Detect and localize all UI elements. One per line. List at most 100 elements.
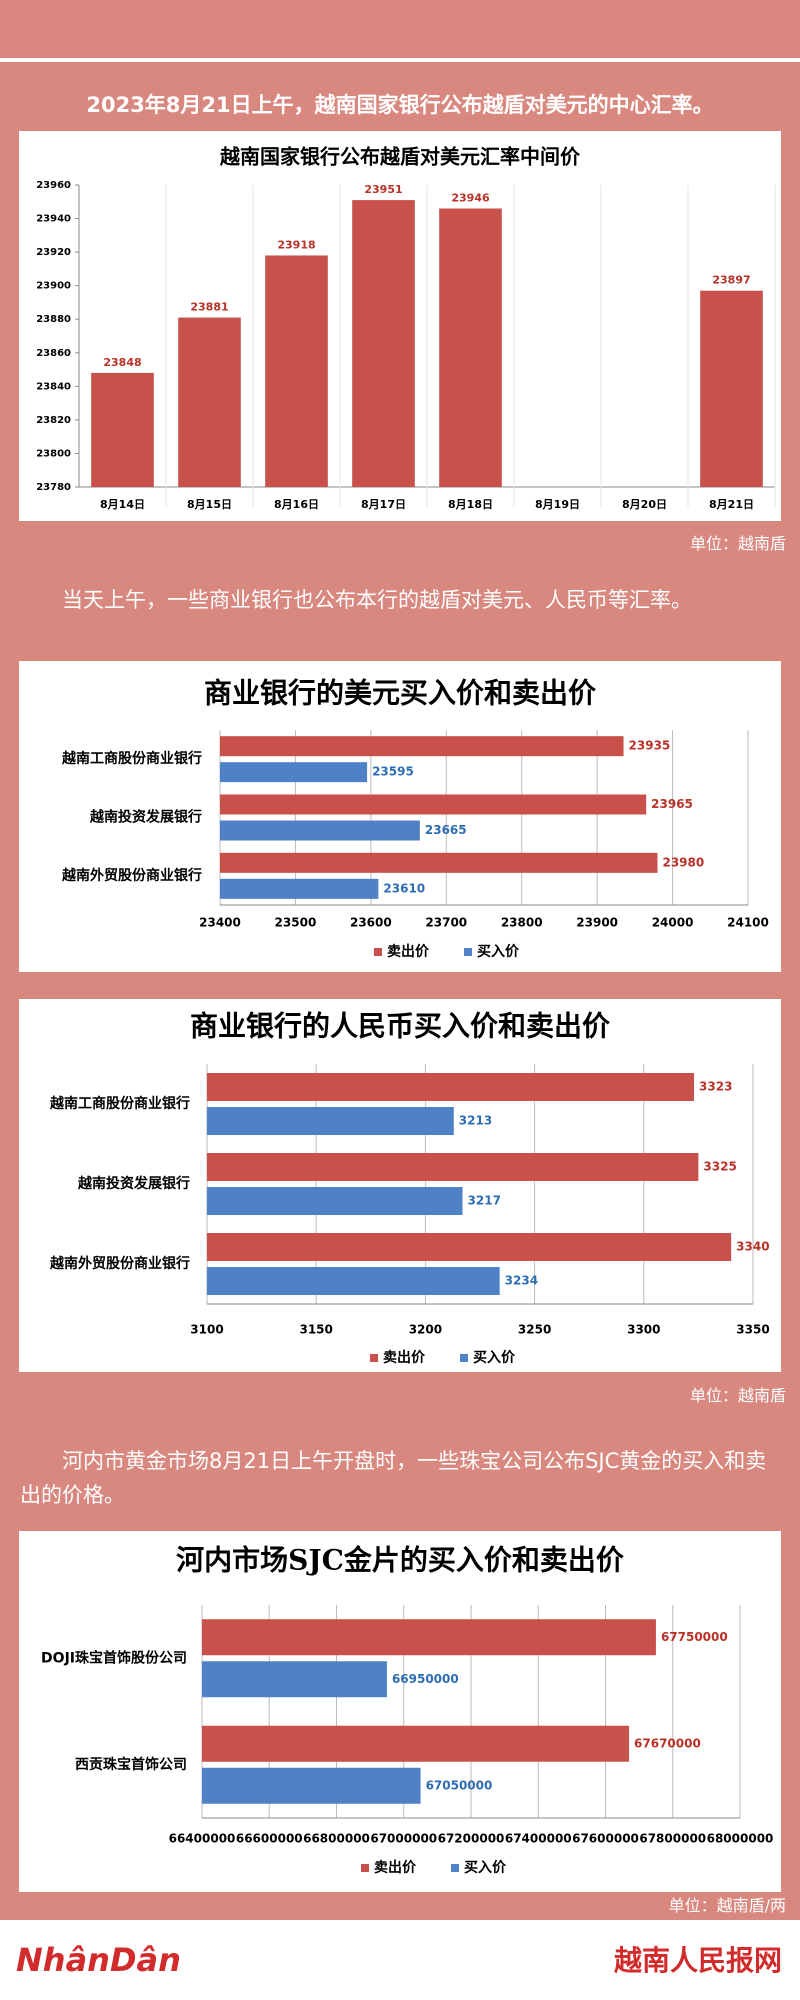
x-tick-label: 67000000 bbox=[370, 1832, 437, 1846]
legend-swatch bbox=[374, 948, 382, 956]
data-label: 23610 bbox=[383, 881, 425, 895]
data-label: 67050000 bbox=[426, 1778, 493, 1792]
x-tick-label: 8月15日 bbox=[187, 498, 232, 511]
legend-swatch bbox=[460, 1354, 468, 1362]
x-tick-label: 67600000 bbox=[572, 1832, 639, 1846]
data-label: 23665 bbox=[425, 823, 467, 837]
data-label: 23918 bbox=[277, 238, 315, 251]
top-band bbox=[0, 0, 800, 58]
bar bbox=[220, 878, 379, 899]
y-tick-label: 越南外贸股份商业银行 bbox=[49, 1255, 190, 1272]
y-tick-label: 23940 bbox=[36, 214, 71, 225]
unit-note: 单位：越南盾/两 bbox=[668, 1896, 786, 1915]
x-tick-label: 8月17日 bbox=[361, 498, 406, 511]
data-label: 3213 bbox=[459, 1114, 492, 1128]
x-tick-label: 3150 bbox=[299, 1323, 332, 1337]
x-tick-label: 3200 bbox=[409, 1323, 442, 1337]
y-tick-label: 越南投资发展银行 bbox=[77, 1175, 190, 1192]
legend-swatch bbox=[361, 1864, 369, 1872]
legend-swatch bbox=[464, 948, 472, 956]
x-tick-label: 8月19日 bbox=[535, 498, 580, 511]
bar bbox=[202, 1725, 630, 1762]
bar bbox=[265, 255, 328, 487]
x-tick-label: 8月16日 bbox=[274, 498, 319, 511]
x-tick-label: 67200000 bbox=[438, 1832, 505, 1846]
bar bbox=[352, 200, 415, 487]
bar bbox=[202, 1619, 656, 1656]
bar bbox=[178, 317, 241, 487]
paragraph: 当天上午，一些商业银行也公布本行的越盾对美元、人民币等汇率。 bbox=[62, 588, 692, 612]
y-tick-label: 23900 bbox=[36, 281, 71, 292]
legend-label: 卖出价 bbox=[374, 1859, 417, 1876]
data-label: 67670000 bbox=[634, 1736, 701, 1750]
bar bbox=[202, 1661, 387, 1698]
data-label: 3323 bbox=[699, 1080, 732, 1094]
footer-logo: NhânDân bbox=[16, 1941, 181, 1979]
data-label: 23965 bbox=[651, 797, 693, 811]
data-label: 3217 bbox=[468, 1194, 501, 1208]
x-tick-label: 23900 bbox=[576, 916, 618, 930]
chart-title: 越南国家银行公布越盾对美元汇率中间价 bbox=[219, 145, 581, 169]
x-tick-label: 23700 bbox=[425, 916, 467, 930]
footer-band bbox=[0, 1920, 800, 2000]
y-tick-label: DOJI珠宝首饰股份公司 bbox=[41, 1649, 187, 1666]
y-tick-label: 23800 bbox=[36, 448, 71, 459]
bar bbox=[207, 1153, 699, 1181]
legend-label: 买入价 bbox=[473, 1350, 516, 1366]
data-label: 23595 bbox=[372, 765, 414, 779]
x-tick-label: 66800000 bbox=[303, 1832, 370, 1846]
top-rule bbox=[0, 58, 800, 62]
bar bbox=[220, 736, 624, 757]
y-tick-label: 23780 bbox=[36, 482, 71, 493]
y-tick-label: 越南投资发展银行 bbox=[89, 809, 202, 826]
chart-title: 商业银行的人民币买入价和卖出价 bbox=[190, 1010, 611, 1043]
y-tick-label: 23840 bbox=[36, 381, 71, 392]
data-label: 23897 bbox=[712, 274, 750, 287]
x-tick-label: 8月20日 bbox=[622, 498, 667, 511]
bar bbox=[207, 1233, 732, 1261]
x-tick-label: 68000000 bbox=[707, 1832, 774, 1846]
bar bbox=[220, 820, 420, 841]
data-label: 23951 bbox=[364, 183, 402, 196]
y-tick-label: 23860 bbox=[36, 348, 71, 359]
x-tick-label: 23600 bbox=[350, 916, 392, 930]
x-tick-label: 24000 bbox=[652, 916, 694, 930]
paragraph: 2023年8月21日上午，越南国家银行公布越盾对美元的中心汇率。 bbox=[86, 93, 714, 117]
y-tick-label: 西贡珠宝首饰公司 bbox=[75, 1756, 187, 1773]
bar bbox=[220, 852, 658, 873]
chart-panel bbox=[19, 661, 781, 972]
data-label: 3340 bbox=[736, 1240, 769, 1254]
data-label: 23848 bbox=[103, 356, 141, 369]
legend-swatch bbox=[451, 1864, 459, 1872]
y-tick-label: 23960 bbox=[36, 180, 71, 191]
x-tick-label: 23400 bbox=[199, 916, 241, 930]
chart-title: 河内市场SJC金片的买入价和卖出价 bbox=[176, 1544, 625, 1577]
legend-swatch bbox=[370, 1354, 378, 1362]
bar bbox=[220, 762, 368, 783]
data-label: 23980 bbox=[662, 855, 704, 869]
bar bbox=[207, 1267, 500, 1295]
unit-note: 单位：越南盾 bbox=[689, 1386, 786, 1405]
legend-label: 卖出价 bbox=[383, 1349, 426, 1366]
data-label: 67750000 bbox=[661, 1630, 728, 1644]
x-tick-label: 67400000 bbox=[505, 1832, 572, 1846]
y-tick-label: 23920 bbox=[36, 247, 71, 258]
chart-panel bbox=[19, 999, 781, 1372]
y-tick-label: 23820 bbox=[36, 415, 71, 426]
footer-site: 越南人民报网 bbox=[614, 1944, 782, 1977]
unit-note: 单位：越南盾 bbox=[689, 534, 786, 553]
x-tick-label: 8月14日 bbox=[100, 498, 145, 511]
x-tick-label: 3250 bbox=[518, 1323, 551, 1337]
y-tick-label: 越南外贸股份商业银行 bbox=[61, 867, 202, 884]
y-tick-label: 越南工商股份商业银行 bbox=[61, 750, 202, 767]
x-tick-label: 66400000 bbox=[169, 1832, 236, 1846]
legend-label: 买入价 bbox=[464, 1860, 507, 1876]
bar bbox=[220, 794, 647, 815]
paragraph: 河内市黄金市场8月21日上午开盘时，一些珠宝公司公布SJC黄金的买入和卖出的价格… bbox=[20, 1449, 767, 1507]
x-tick-label: 3100 bbox=[190, 1323, 223, 1337]
bar bbox=[207, 1187, 463, 1215]
x-tick-label: 23800 bbox=[501, 916, 543, 930]
x-tick-label: 8月18日 bbox=[448, 498, 493, 511]
